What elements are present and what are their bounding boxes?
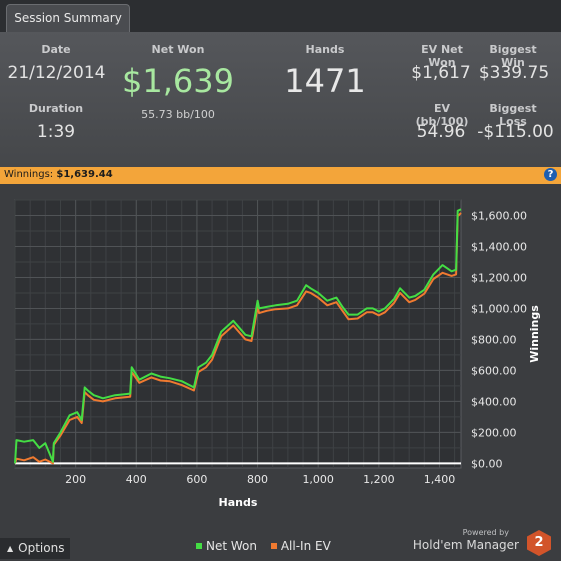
x-tick-label: 800 [247, 473, 268, 486]
y-tick-label: $400.00 [471, 395, 517, 408]
x-tick-label: 1,200 [363, 473, 395, 486]
net-won-value: $1,639 [122, 62, 234, 100]
brand-name: Hold'em Manager [412, 538, 519, 552]
options-label: Options [18, 541, 65, 555]
ev-bb100-value: 54.96 [416, 122, 466, 142]
y-tick-label: $1,600.00 [471, 209, 527, 222]
net-won-line [14, 208, 462, 464]
date-label: Date [41, 43, 71, 56]
winnings-chart-area: 200 400 600 800 1,000 1,200 1,400 $0.00 $200.00… [0, 184, 561, 529]
winnings-banner-text: Winnings: $1,639.44 [4, 169, 113, 180]
legend-all-in-ev-label: All-In EV [280, 539, 331, 553]
biggest-loss-label: Biggest Loss [489, 102, 537, 128]
y-tick-label: $600.00 [471, 364, 517, 377]
net-won-label: Net Won [151, 43, 205, 56]
x-tick-label: 600 [186, 473, 207, 486]
x-tick-label: 200 [65, 473, 86, 486]
legend-item-all-in-ev[interactable]: All-In EV [270, 539, 331, 553]
chart-legend: Net Won All-In EV [196, 539, 331, 553]
all-in-ev-swatch [270, 543, 277, 549]
all-in-ev-line [14, 212, 462, 465]
y-tick-label: $200.00 [471, 426, 517, 439]
x-tick-labels: 200 400 600 800 1,000 1,200 1,400 [65, 473, 455, 486]
y-tick-labels: $0.00 $200.00 $400.00 $600.00 $800.00 $1,000.… [471, 209, 527, 470]
y-tick-label: $1,000.00 [471, 302, 527, 315]
hands-value: 1471 [284, 62, 366, 100]
legend-item-net-won[interactable]: Net Won [196, 539, 257, 553]
y-axis-label: Winnings [528, 305, 541, 363]
options-button[interactable]: ▲ Options [0, 538, 70, 559]
y-tick-label: $800.00 [471, 333, 517, 346]
ev-net-won-value: $1,617 [411, 63, 471, 83]
summary-panel: Date 21/12/2014 Duration 1:39 Net Won $1… [0, 32, 561, 167]
y-tick-label: $0.00 [471, 457, 503, 470]
grid-lines [14, 199, 461, 468]
hands-label: Hands [305, 43, 345, 56]
powered-by-text: Powered by [462, 528, 509, 537]
help-icon[interactable]: ? [544, 168, 557, 181]
brand-logo: Powered by Hold'em Manager 2 [411, 528, 551, 558]
y-tick-label: $1,200.00 [471, 271, 527, 284]
ev-bb100-label: EV (bb/100) [415, 102, 469, 128]
date-value: 21/12/2014 [7, 63, 106, 83]
hm2-logo-icon: 2 [527, 530, 551, 556]
y-tick-label: $1,400.00 [471, 240, 527, 253]
winnings-label: Winnings: [4, 169, 54, 180]
duration-value: 1:39 [36, 122, 76, 142]
footer: ▲ Options Net Won All-In EV Powered by Ho… [0, 528, 561, 561]
ev-net-won-label: EV Net Won [421, 43, 463, 69]
caret-up-icon: ▲ [7, 544, 14, 553]
winnings-value: $1,639.44 [56, 169, 113, 180]
x-tick-label: 1,400 [424, 473, 456, 486]
winnings-banner: Winnings: $1,639.44 ? [0, 167, 561, 184]
net-won-swatch [196, 543, 202, 549]
tab-session-summary[interactable]: Session Summary [6, 4, 130, 33]
winnings-chart: 200 400 600 800 1,000 1,200 1,400 $0.00 $200.00… [14, 199, 541, 509]
biggest-win-label: Biggest Win [489, 43, 537, 69]
legend-net-won-label: Net Won [206, 539, 257, 553]
duration-label: Duration [28, 102, 84, 115]
x-axis-label: Hands [219, 496, 258, 509]
net-won-bb100: 55.73 bb/100 [141, 108, 215, 121]
x-tick-label: 400 [126, 473, 147, 486]
series-group [14, 208, 462, 465]
x-tick-label: 1,000 [302, 473, 334, 486]
plot-background [14, 199, 462, 469]
tab-bar: Session Summary [0, 0, 561, 33]
biggest-win-value: $339.75 [478, 63, 550, 83]
biggest-loss-value: -$115.00 [477, 122, 554, 142]
